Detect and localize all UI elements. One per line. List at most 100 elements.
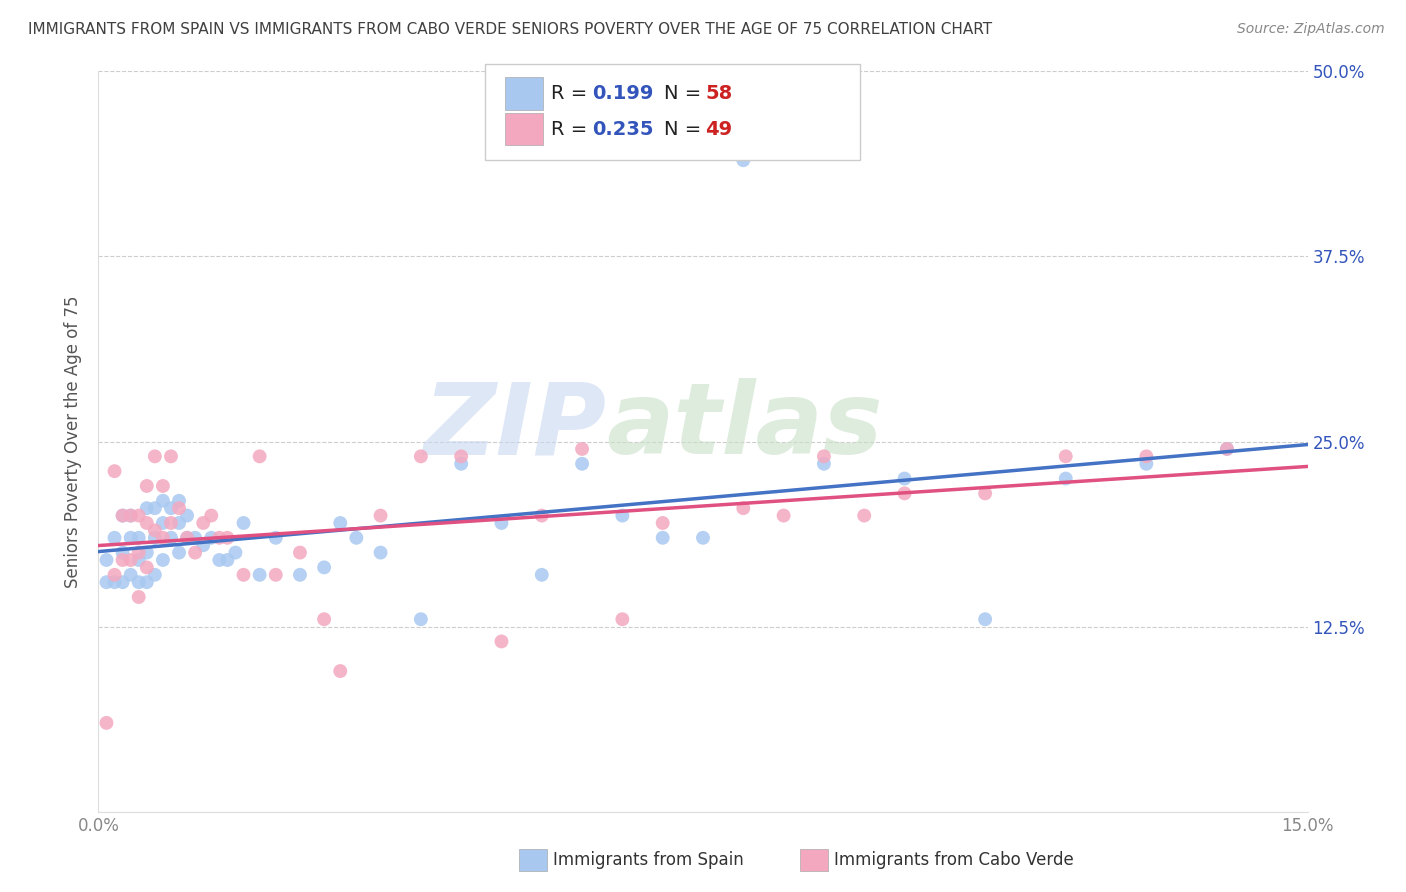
Point [1216,442,1239,456]
Point [329,664,352,678]
Point [135,501,157,516]
Point [288,546,311,560]
Point [409,450,432,464]
Text: IMMIGRANTS FROM SPAIN VS IMMIGRANTS FROM CABO VERDE SENIORS POVERTY OVER THE AGE: IMMIGRANTS FROM SPAIN VS IMMIGRANTS FROM… [28,22,993,37]
Point [264,531,287,545]
Point [491,634,513,648]
Point [167,516,190,530]
Point [974,486,997,500]
Point [96,553,118,567]
Point [143,531,166,545]
FancyBboxPatch shape [485,64,860,161]
Point [409,612,432,626]
Point [733,153,755,168]
Point [111,508,134,523]
Point [224,546,246,560]
Point [571,457,593,471]
Point [111,553,134,567]
Point [111,575,134,590]
Point [120,567,142,582]
Point [143,501,166,516]
Point [450,457,472,471]
Point [344,531,367,545]
Point [111,508,134,523]
Point [184,531,207,545]
Point [128,531,150,545]
Point [651,531,673,545]
Point [370,508,392,523]
Point [208,553,231,567]
Point [193,516,215,530]
Point [893,471,915,485]
Point [103,567,125,582]
Point [329,516,352,530]
Point [135,546,157,560]
Point [96,715,118,730]
Point [217,553,239,567]
Point [208,531,231,545]
Text: 49: 49 [706,120,733,138]
Point [128,546,150,560]
Text: 0.199: 0.199 [592,84,654,103]
Point [612,612,634,626]
Point [167,546,190,560]
Text: R =: R = [551,120,593,138]
Point [128,575,150,590]
Point [249,450,271,464]
Point [314,560,336,574]
Point [232,567,254,582]
Point [120,531,142,545]
Point [893,486,915,500]
Point [160,501,183,516]
Point [651,516,673,530]
Text: ZIP: ZIP [423,378,606,475]
Point [450,450,472,464]
Point [96,575,118,590]
Point [370,546,392,560]
Point [1054,471,1077,485]
Text: Source: ZipAtlas.com: Source: ZipAtlas.com [1237,22,1385,37]
Text: atlas: atlas [606,378,883,475]
Point [160,531,183,545]
Point [120,553,142,567]
Point [152,553,174,567]
Point [135,575,157,590]
Point [103,464,125,478]
Point [152,531,174,545]
Point [200,531,222,545]
Point [143,450,166,464]
Point [167,501,190,516]
Text: Immigrants from Cabo Verde: Immigrants from Cabo Verde [834,851,1074,869]
Text: N =: N = [664,120,707,138]
Point [143,524,166,538]
Point [232,516,254,530]
Point [772,508,794,523]
Point [1135,450,1157,464]
Point [152,516,174,530]
Point [264,567,287,582]
Point [120,508,142,523]
Point [176,531,198,545]
Point [111,546,134,560]
Point [1054,450,1077,464]
Point [612,508,634,523]
FancyBboxPatch shape [505,78,543,110]
Point [160,450,183,464]
Y-axis label: Seniors Poverty Over the Age of 75: Seniors Poverty Over the Age of 75 [65,295,83,588]
Point [491,516,513,530]
Point [193,538,215,552]
Point [176,531,198,545]
Point [120,508,142,523]
Point [288,567,311,582]
Text: 58: 58 [706,84,733,103]
Point [152,493,174,508]
Point [853,508,876,523]
Point [530,508,553,523]
Point [128,590,150,604]
Point [176,508,198,523]
Point [530,567,553,582]
Point [160,516,183,530]
Point [733,501,755,516]
Point [813,457,835,471]
Text: N =: N = [664,84,707,103]
